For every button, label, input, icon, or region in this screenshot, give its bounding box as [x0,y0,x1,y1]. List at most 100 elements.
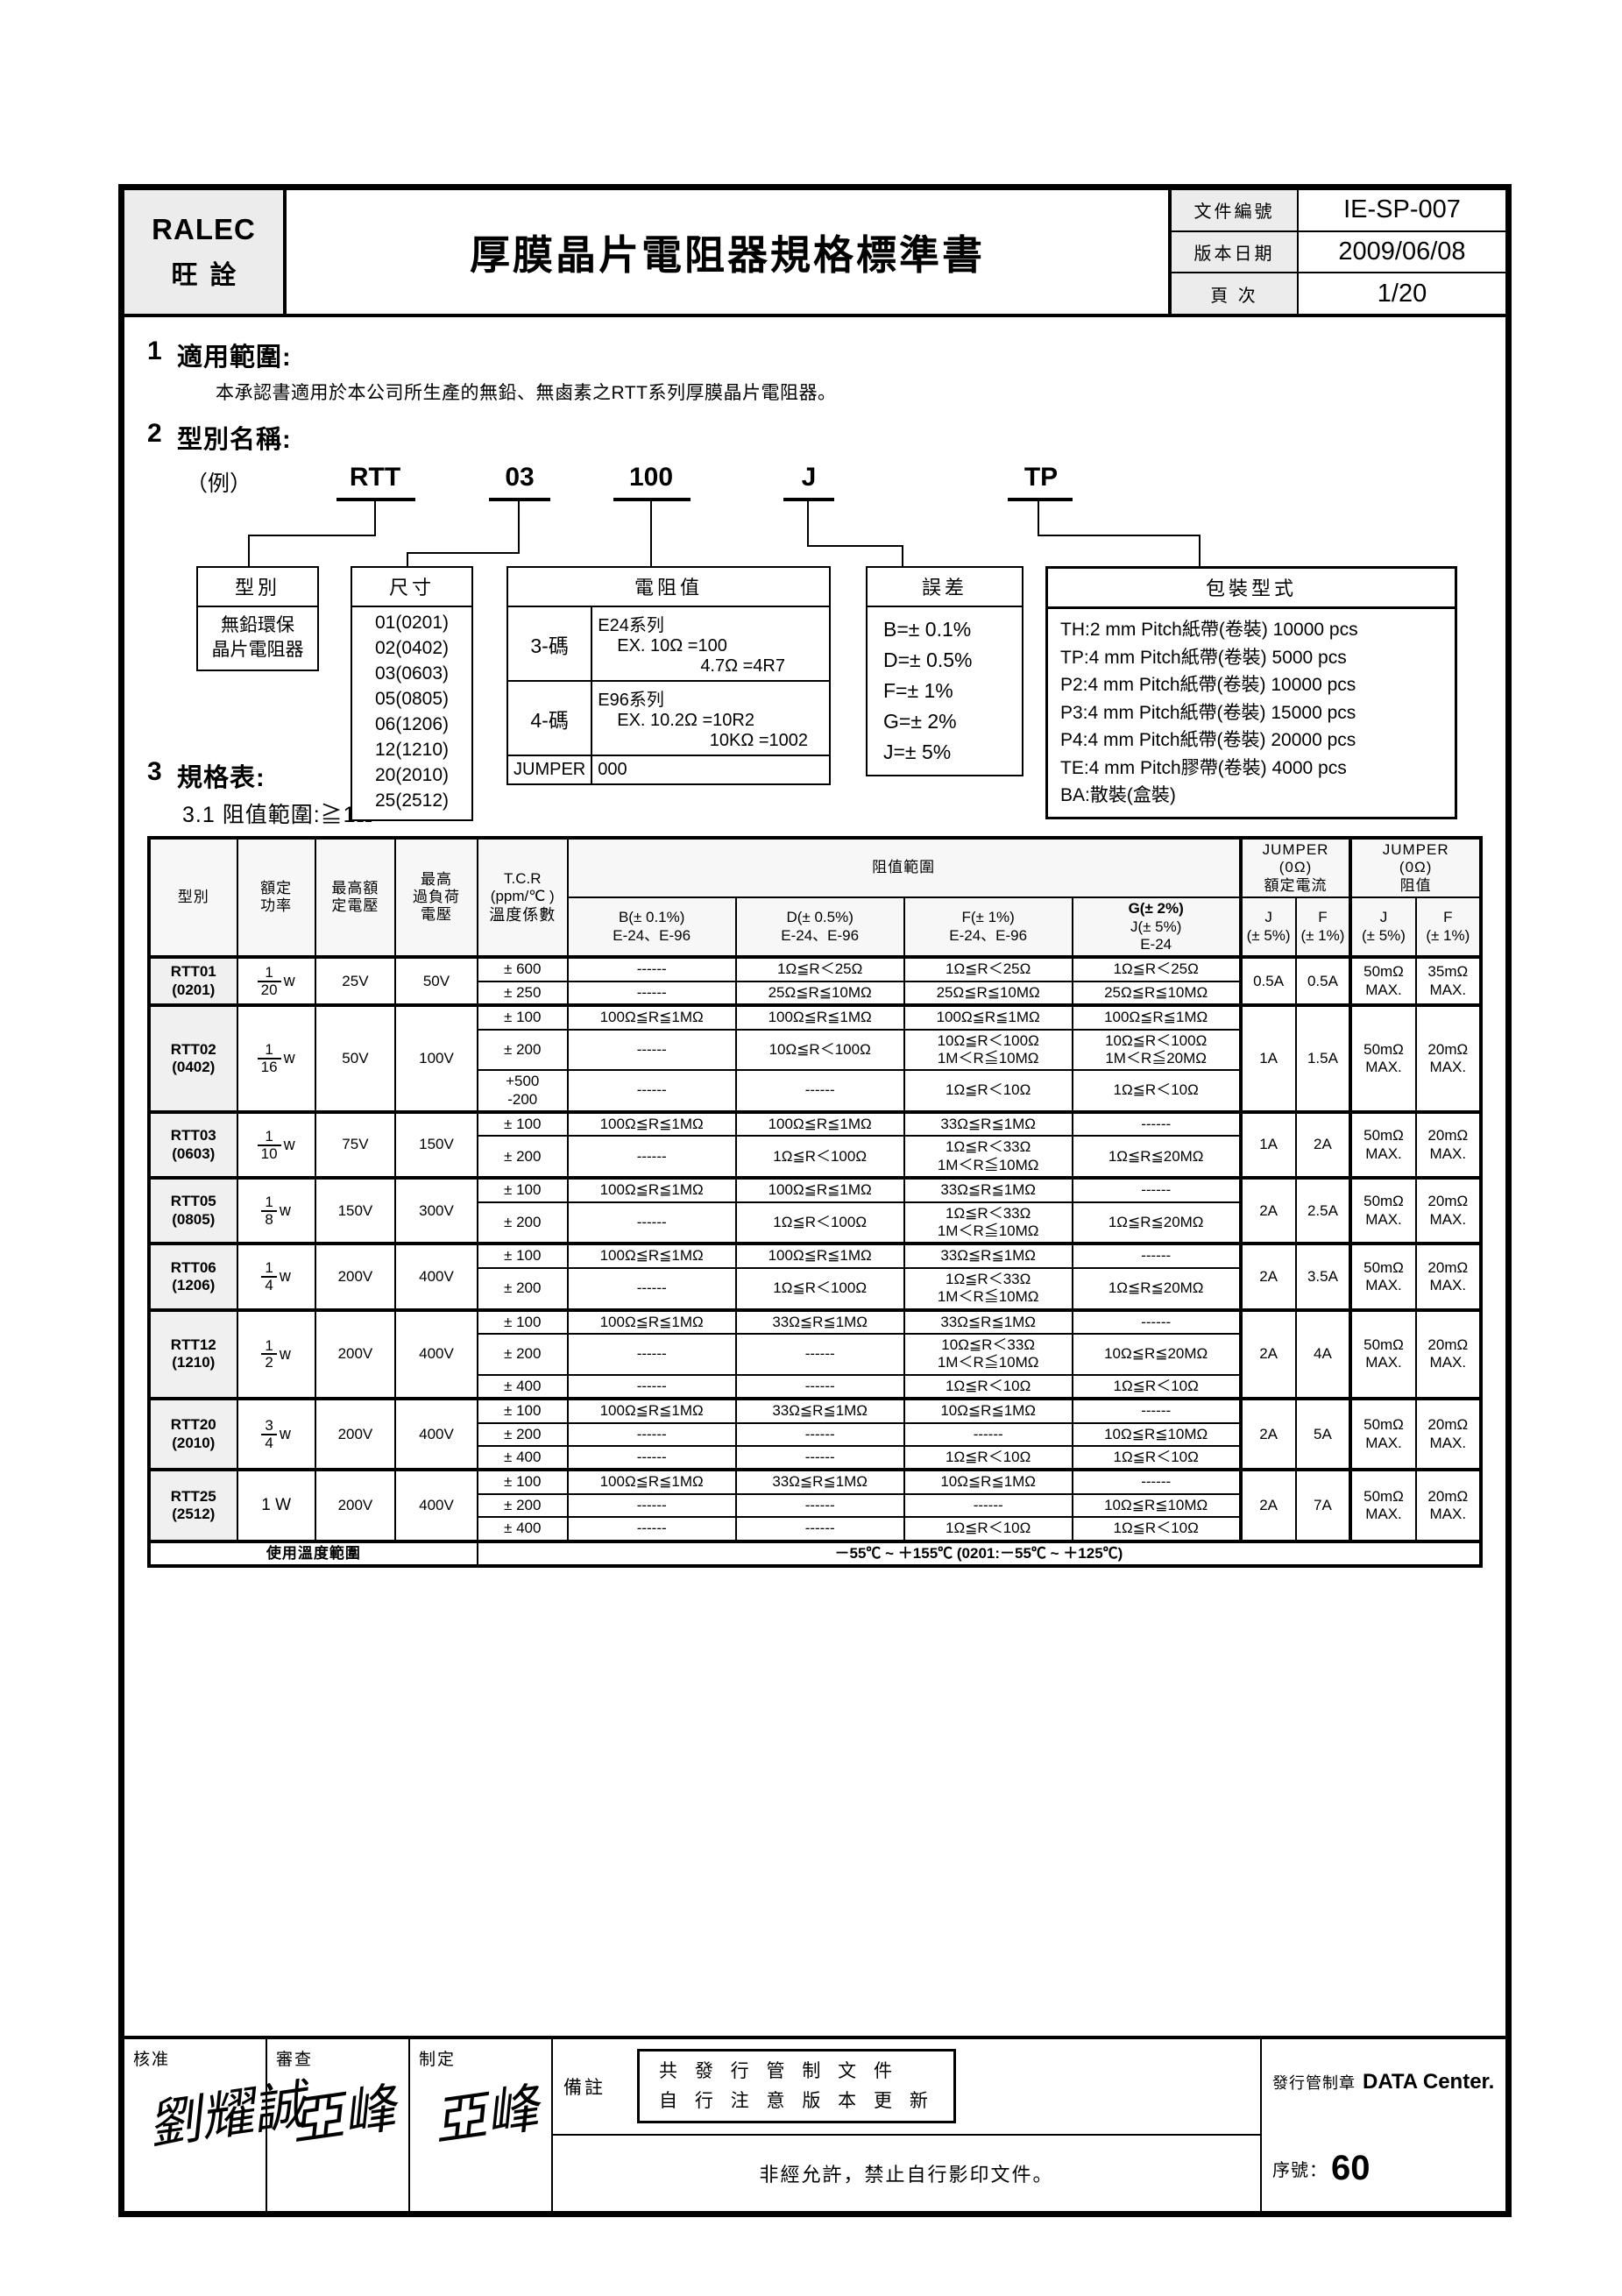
spec-table-head: 型別 額定 功率 最高額 定電壓 最高 過負荷 電壓 T.C.R (ppm/℃ ) 溫度係數… [147,835,1484,959]
company-logo: RALEC 旺詮 [124,190,287,314]
table-cell-range-d: ------ [734,1492,905,1519]
signature-block-review: 審查 亞峰 [267,2039,410,2211]
table-cell-range-g: 1Ω≦R≦20MΩ [1071,1201,1242,1245]
table-cell-tcr: ± 100 [476,1242,569,1269]
table-cell-range-g: 10Ω≦R≦10MΩ [1071,1421,1242,1447]
meta-label-version-date: 版本日期 [1172,231,1299,273]
size-item: 06(1206) [374,713,450,734]
box-type-title: 型別 [198,568,317,607]
table-cell-rated-power: 1 W [236,1468,316,1542]
resistance-code-table: 3-碼 E24系列 EX. 10Ω =100 4.7Ω =4R7 4-碼 E96… [508,607,829,783]
connector-size-h [407,552,520,554]
table-cell-jumper-resistance-j: 50mΩ MAX. [1349,1242,1417,1311]
spec-table-body: RTT01 (0201) 1 20 w 25V 50V ± 600 ------ 1Ω≦R＜25Ω… [147,955,1484,1542]
table-cell-max-rated-voltage: 200V [314,1397,397,1471]
table-cell-range-d: 1Ω≦R＜100Ω [734,1135,905,1180]
document-meta: 文件編號 IE-SP-007 版本日期 2009/06/08 頁 次 1/20 [1168,190,1505,315]
table-cell-model: RTT02 (0402) [147,1003,238,1114]
table-cell-jumper-resistance-f: 20mΩ MAX. [1414,1003,1484,1114]
table-cell-range-f: 10Ω≦R≦1MΩ [903,1468,1073,1495]
table-cell-jumper-current-j: 1A [1238,1110,1297,1180]
packaging-item: BA:散裝(盒裝) [1060,785,1176,805]
table-cell-jumper-current-f: 2.5A [1294,1176,1352,1245]
table-cell-range-f: 1Ω≦R＜33Ω 1M＜R≦10MΩ [903,1201,1073,1245]
table-cell-range-b: ------ [566,1444,737,1471]
table-cell-jumper-resistance-j: 50mΩ MAX. [1349,1397,1417,1471]
table-row: JUMPER 000 [508,755,829,783]
table-cell-range-b: 100Ω≦R≦1MΩ [566,1003,737,1031]
remark-block: 備註 共 發 行 管 制 文 件 自 行 注 意 版 本 更 新 非經允許，禁止… [553,2039,1262,2211]
table-cell-range-d: ------ [734,1069,905,1114]
table-cell-jumper-resistance-f: 20mΩ MAX. [1414,1307,1484,1400]
pn-code-tolerance: J [801,463,817,492]
box-size: 尺寸 01(0201) 02(0402) 03(0603) 05(0805) 0… [351,566,473,821]
table-cell-tcr: ± 200 [476,1421,569,1447]
table-cell-range-f: 100Ω≦R≦1MΩ [903,1003,1073,1031]
table-cell-tcr: ± 250 [476,980,569,1007]
table-cell-range-g: ------ [1071,1176,1242,1203]
packaging-item: TE:4 mm Pitch膠帶(卷裝) 4000 pcs [1060,757,1347,778]
table-cell-range-b: ------ [566,1492,737,1519]
box-packaging-title: 包裝型式 [1048,569,1455,609]
table-cell-range-g: 10Ω≦R≦20MΩ [1071,1332,1242,1376]
table-cell-tcr: +500 -200 [476,1069,569,1114]
table-row: RTT03 (0603) 1 10 w 75V 150V ± 100 100Ω≦R≦1MΩ 100… [147,1110,1484,1180]
brand-name-chinese: 旺詮 [171,260,249,290]
table-cell-range-g: 1Ω≦R＜10Ω [1071,1373,1242,1400]
table-cell-range-b: ------ [566,1516,737,1542]
table-cell-jumper-current-j: 2A [1238,1176,1297,1245]
box-resistance-title: 電阻值 [508,568,829,607]
temperature-range-row: 使用溫度範圍 －55℃ ~ ＋155℃ (0201:－55℃ ~ ＋125℃) [147,1539,1484,1568]
pn-underline-packaging [1008,498,1073,501]
issue-control-value: DATA Center. [1363,2070,1495,2094]
table-cell-model: RTT03 (0603) [147,1110,238,1180]
table-row: RTT02 (0402) 1 16 w 50V 100V ± 100 100Ω≦R≦1MΩ 100… [147,1003,1484,1114]
temperature-range-label: 使用溫度範圍 [147,1539,478,1568]
series-label: E96系列 [598,691,664,710]
table-cell-max-overload-voltage: 100V [394,1003,478,1114]
table-cell-max-overload-voltage: 400V [394,1242,478,1311]
pn-underline-tolerance [783,498,834,501]
box-size-title: 尺寸 [352,568,471,607]
spec-table-foot: 使用溫度範圍 －55℃ ~ ＋155℃ (0201:－55℃ ~ ＋125℃) [147,1539,1484,1568]
pn-underline-type [336,498,415,501]
section-1-body: 本承認書適用於本公司所生產的無鉛、無鹵素之RTT系列厚膜晶片電阻器。 [216,383,837,403]
meta-value-doc-number: IE-SP-007 [1343,195,1461,224]
signature-block-approve: 核准 劉耀誠 [124,2039,309,2211]
table-cell-tcr: ± 100 [476,1468,569,1495]
table-row: RTT20 (2010) 3 4 w 200V 400V ± 100 100Ω≦R≦1MΩ 33Ω… [147,1397,1484,1471]
meta-value-version-date: 2009/06/08 [1338,237,1466,266]
resistance-code-jumper-value: 000 [591,755,829,783]
page-title: 厚膜晶片電阻器規格標準書 [470,231,985,278]
table-cell-range-d: 33Ω≦R≦1MΩ [734,1468,905,1495]
table-cell-jumper-resistance-f: 35mΩ MAX. [1414,955,1484,1007]
issue-control-row: 發行管制章 DATA Center. [1262,2039,1505,2125]
table-cell-range-d: 33Ω≦R≦1MΩ [734,1397,905,1424]
table-cell-max-rated-voltage: 25V [314,955,397,1007]
remark-label: 備註 [563,2077,606,2098]
control-stamp-line-1: 共 發 行 管 制 文 件 [659,2061,899,2082]
pn-code-type: RTT [349,463,401,492]
col-tol-b: B(± 0.1%) E-24、E-96 [566,896,737,959]
table-row: ± 200 ------ 10Ω≦R＜100Ω 10Ω≦R＜100Ω 1M＜R≦10MΩ… [149,1028,1481,1072]
table-row: 4-碼 E96系列 EX. 10.2Ω =10R2 10KΩ =1002 [508,680,829,755]
table-cell-range-g: ------ [1071,1397,1242,1424]
col-jumper-current-f: F (± 1%) [1294,896,1352,959]
section-3-title: 規格表: [177,764,266,792]
table-cell-jumper-resistance-j: 50mΩ MAX. [1349,1110,1417,1180]
col-jumper-resistance-f: F (± 1%) [1414,896,1484,959]
table-cell-range-b: ------ [566,1373,737,1400]
size-item: 05(0805) [374,688,450,709]
table-row: ± 400 ------ ------ 1Ω≦R＜10Ω 1Ω≦R＜10Ω [149,1516,1481,1542]
table-row: ± 200 ------ 1Ω≦R＜100Ω 1Ω≦R＜33Ω 1M＜R≦10MΩ 1Ω≦… [149,1135,1481,1180]
packaging-item: P2:4 mm Pitch紙帶(卷裝) 10000 pcs [1060,675,1356,695]
table-cell-tcr: ± 100 [476,1176,569,1203]
table-cell-range-b: ------ [566,955,737,982]
meta-value-page: 1/20 [1377,279,1427,308]
table-cell-range-g: 100Ω≦R≦1MΩ [1071,1003,1242,1031]
col-max-overload-voltage: 最高 過負荷 電壓 [394,835,478,959]
table-row: ± 200 ------ 1Ω≦R＜100Ω 1Ω≦R＜33Ω 1M＜R≦10MΩ 1Ω≦… [149,1201,1481,1245]
box-type-line-1: 無鉛環保 [221,615,294,635]
table-cell-max-overload-voltage: 150V [394,1110,478,1180]
table-cell-model: RTT01 (0201) [147,955,238,1007]
